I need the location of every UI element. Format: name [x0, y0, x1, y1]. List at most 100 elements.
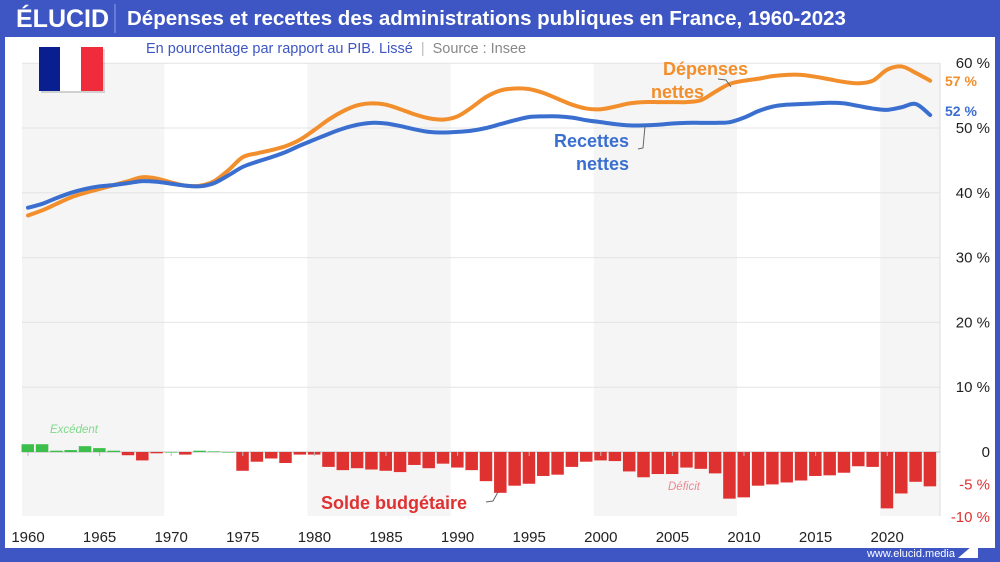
bar-solde-1974 — [221, 452, 235, 453]
bar-solde-2011 — [751, 452, 765, 486]
y-tick-label: 60 % — [956, 55, 990, 72]
recettes-leader-line — [637, 125, 646, 150]
bar-solde-1975 — [236, 452, 249, 471]
bar-solde-2007 — [694, 452, 708, 469]
bar-solde-2006 — [680, 452, 693, 468]
bar-solde-1986 — [393, 452, 407, 473]
x-tick-label: 2000 — [584, 529, 617, 546]
bar-solde-2023 — [923, 452, 937, 487]
bars-solde-budgetaire — [21, 444, 937, 509]
bar-solde-2022 — [909, 452, 922, 482]
bar-solde-1987 — [408, 452, 421, 465]
bar-solde-2008 — [708, 452, 722, 474]
bar-solde-1997 — [551, 452, 564, 475]
x-tick-label: 1970 — [155, 529, 188, 546]
bar-solde-1965 — [93, 448, 106, 452]
line-recettes-nettes — [26, 100, 933, 210]
bar-solde-2018 — [852, 452, 865, 467]
bar-solde-2000 — [594, 452, 607, 461]
website-link[interactable]: www.elucid.media — [866, 548, 956, 560]
bar-solde-2004 — [651, 452, 665, 475]
bar-solde-1992 — [479, 452, 493, 482]
bar-solde-1991 — [465, 452, 478, 471]
bar-solde-1972 — [193, 450, 206, 452]
bar-solde-1964 — [78, 446, 92, 452]
bar-solde-2014 — [794, 452, 808, 481]
bar-solde-2015 — [809, 452, 822, 476]
elucid-logo: ÉLUCID — [16, 4, 109, 33]
chart-subtitle: En pourcentage par rapport au PIB. Lissé… — [146, 41, 526, 57]
bar-solde-2013 — [780, 452, 793, 483]
y-tick-label: -5 % — [959, 476, 990, 493]
decade-band — [880, 63, 940, 516]
bar-solde-1979 — [293, 452, 307, 455]
bar-solde-2009 — [723, 452, 736, 499]
bar-solde-2005 — [665, 452, 679, 475]
x-tick-label: 1980 — [298, 529, 331, 546]
bar-solde-1971 — [179, 452, 192, 455]
bar-solde-1998 — [565, 452, 579, 467]
bar-solde-1993 — [494, 452, 507, 493]
bar-solde-1978 — [279, 452, 292, 464]
bar-solde-1988 — [422, 452, 435, 469]
decade-band — [307, 63, 451, 516]
label-recettes-2: nettes — [576, 154, 629, 174]
bar-solde-1994 — [508, 452, 521, 486]
bar-solde-1996 — [537, 452, 550, 476]
y-tick-label: 30 % — [956, 250, 990, 267]
bar-solde-1990 — [451, 452, 464, 468]
bar-solde-1967 — [121, 452, 135, 456]
bar-solde-1984 — [365, 452, 378, 470]
bar-solde-2002 — [622, 452, 636, 472]
bar-solde-1961 — [35, 444, 49, 452]
x-tick-label: 2010 — [727, 529, 760, 546]
france-flag-icon — [39, 47, 105, 93]
bar-solde-1963 — [64, 450, 77, 452]
bar-solde-1966 — [107, 450, 120, 452]
bar-solde-1977 — [264, 452, 278, 459]
plot-area — [22, 63, 940, 516]
label-deficit: Déficit — [668, 481, 701, 493]
x-tick-label: 1985 — [369, 529, 402, 546]
bar-solde-1981 — [322, 452, 335, 467]
bar-solde-2021 — [895, 452, 908, 494]
y-axis-ticks: 60 % 50 % 40 % 30 % 20 % 10 % 0 -5 % -10 % — [951, 55, 990, 526]
x-tick-label: 2015 — [799, 529, 832, 546]
bar-solde-1960 — [21, 444, 34, 452]
x-tick-label: 2005 — [656, 529, 689, 546]
series-lines — [26, 64, 933, 218]
label-solde-budgetaire: Solde budgétaire — [321, 493, 467, 513]
label-recettes-1: Recettes — [554, 131, 629, 151]
end-label-depenses: 57 % — [945, 73, 977, 89]
x-tick-label: 1975 — [226, 529, 259, 546]
bar-solde-1989 — [436, 452, 450, 464]
bar-solde-1982 — [336, 452, 350, 471]
bar-solde-1976 — [250, 452, 264, 462]
bar-solde-2010 — [737, 452, 750, 498]
bar-solde-1985 — [379, 452, 392, 471]
bar-solde-2001 — [608, 452, 622, 462]
bar-solde-2012 — [766, 452, 779, 485]
y-tick-label: 40 % — [956, 185, 990, 202]
bar-solde-1983 — [350, 452, 364, 469]
x-tick-label: 1995 — [513, 529, 546, 546]
bar-solde-1962 — [50, 450, 63, 452]
y-tick-label: 0 — [982, 444, 990, 461]
solde-leader-line — [485, 491, 499, 503]
x-tick-label: 2020 — [871, 529, 904, 546]
y-tick-label: -10 % — [951, 509, 990, 526]
chart-title: Dépenses et recettes des administrations… — [127, 7, 846, 30]
depenses-leader-line — [717, 78, 732, 88]
x-tick-label: 1960 — [11, 529, 44, 546]
end-label-recettes: 52 % — [945, 103, 977, 119]
x-tick-label: 1990 — [441, 529, 474, 546]
bar-solde-1969 — [150, 452, 163, 454]
elucid-corner-icon — [958, 541, 978, 558]
decade-bands — [22, 63, 941, 516]
decade-band — [22, 63, 165, 516]
y-tick-label: 20 % — [956, 314, 990, 331]
decade-band — [593, 63, 737, 516]
bar-solde-2017 — [837, 452, 851, 473]
bar-solde-1999 — [579, 452, 593, 462]
